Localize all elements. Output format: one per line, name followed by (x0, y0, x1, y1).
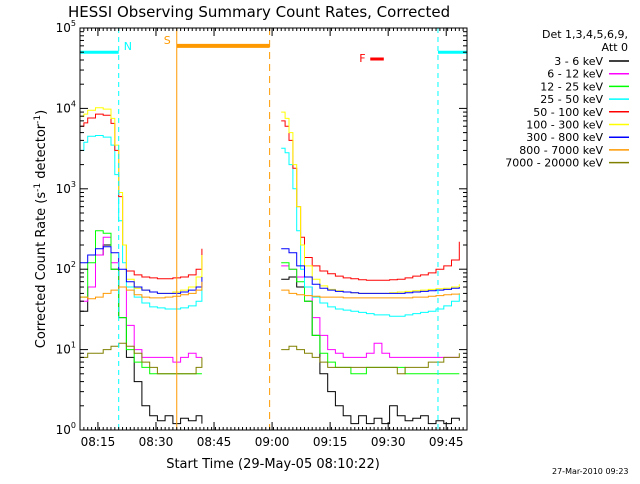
legend-entry-label: 100 - 300 keV (526, 119, 603, 132)
series-line (80, 107, 203, 294)
series-line (80, 281, 203, 300)
legend-entry-label: 800 - 7000 keV (519, 144, 603, 157)
legend-entry-label: 25 - 50 keV (540, 93, 603, 106)
series-line (281, 276, 460, 425)
series-line (281, 120, 460, 281)
series-line (80, 244, 203, 425)
legend-entry-label: 300 - 800 keV (526, 131, 603, 144)
series-line (80, 246, 203, 294)
legend-entry-label: 3 - 6 keV (554, 55, 603, 68)
chart-title: HESSI Observing Summary Count Rates, Cor… (68, 3, 450, 21)
x-tick-label: 09:00 (255, 435, 290, 449)
y-tick-label: 100 (56, 421, 76, 437)
y-tick-label: 102 (56, 260, 76, 276)
y-tick-label: 104 (56, 99, 76, 115)
plot-frame (79, 27, 468, 431)
x-tick-label: 09:30 (371, 435, 406, 449)
series-line (281, 345, 460, 375)
x-tick-label: 08:45 (197, 435, 232, 449)
flare-marker-label: F (359, 52, 365, 65)
night-marker-label: N (124, 40, 132, 53)
legend-entry-label: 7000 - 20000 keV (505, 157, 603, 170)
x-tick-label: 08:15 (81, 435, 116, 449)
series-line (281, 289, 460, 299)
series-line (281, 262, 460, 375)
saa-marker-label: S (164, 34, 171, 47)
series-line (80, 342, 203, 375)
x-tick-label: 08:30 (139, 435, 174, 449)
series-line (281, 147, 460, 317)
series-line (80, 230, 202, 375)
series-line (80, 113, 203, 280)
series-line (80, 135, 203, 310)
y-axis-label: Corrected Count Rate (s-1 detector-1) (33, 110, 49, 348)
x-axis-label: Start Time (29-May-05 08:10:22) (166, 457, 380, 472)
y-tick-label: 103 (56, 180, 76, 196)
timestamp-footer: 27-Mar-2010 09:23 (552, 467, 629, 476)
x-tick-label: 09:15 (313, 435, 348, 449)
series-line (281, 248, 460, 294)
series-line (80, 236, 202, 363)
legend-entry-label: 50 - 100 keV (533, 106, 603, 119)
x-tick-label: 09:45 (429, 435, 464, 449)
series-line (281, 111, 460, 294)
legend-header-attenuator: Att 0 (602, 41, 628, 54)
legend-header: Det 1,3,4,5,6,9, (542, 28, 628, 41)
y-tick-label: 101 (56, 341, 76, 357)
legend-entry-label: 6 - 12 keV (547, 68, 603, 81)
legend-entry-label: 12 - 25 keV (540, 80, 603, 93)
y-tick-label: 105 (56, 19, 76, 35)
